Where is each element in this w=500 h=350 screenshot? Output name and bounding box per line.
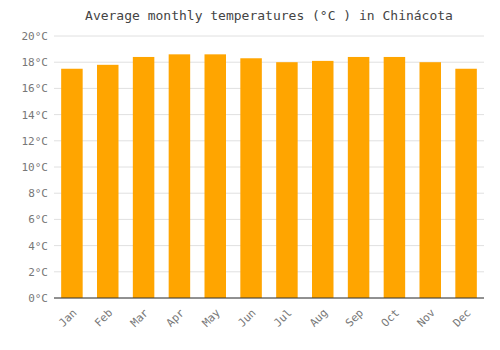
y-tick-label: 16°C xyxy=(22,82,49,95)
bar xyxy=(61,69,83,298)
x-tick-label: Jun xyxy=(235,306,258,329)
y-axis: 0°C 2°C 4°C 6°C 8°C 10°C 12°C 14°C 16°C 18°C 20°C xyxy=(22,30,49,305)
y-tick-label: 12°C xyxy=(22,135,49,148)
y-tick-label: 6°C xyxy=(28,213,48,226)
chart-container: Average monthly temperatures (°C ) in Ch… xyxy=(0,0,500,350)
chart: Average monthly temperatures (°C ) in Ch… xyxy=(0,0,500,350)
x-tick-label: Dec xyxy=(450,306,473,329)
x-tick-label: Nov xyxy=(415,306,439,330)
x-tick-label: Aug xyxy=(307,306,330,329)
bar xyxy=(348,57,370,298)
x-tick-label: Apr xyxy=(164,306,188,330)
x-tick-label: Jan xyxy=(56,306,79,329)
y-tick-label: 0°C xyxy=(28,292,48,305)
x-tick-label: Jul xyxy=(271,306,294,329)
x-tick-label: Oct xyxy=(379,306,402,329)
y-tick-label: 20°C xyxy=(22,30,49,43)
y-tick-label: 2°C xyxy=(28,266,48,279)
x-tick-label: Mar xyxy=(128,306,152,330)
bar xyxy=(169,54,191,298)
bar xyxy=(276,62,298,298)
bars xyxy=(61,54,477,298)
bar xyxy=(205,54,227,298)
bar xyxy=(240,58,261,298)
bar xyxy=(420,62,442,298)
y-tick-label: 4°C xyxy=(28,240,48,253)
bar xyxy=(312,61,334,298)
y-grid xyxy=(54,36,484,298)
x-tick-label: May xyxy=(200,306,224,330)
y-tick-label: 14°C xyxy=(22,109,49,122)
y-tick-label: 18°C xyxy=(22,56,49,69)
x-tick-label: Sep xyxy=(343,306,366,329)
grid-line xyxy=(54,36,484,37)
bar xyxy=(455,69,477,298)
grid-line xyxy=(54,298,484,299)
x-tick-label: Feb xyxy=(92,306,115,329)
bar xyxy=(133,57,155,298)
x-axis-line xyxy=(54,298,484,299)
y-tick-label: 10°C xyxy=(22,161,49,174)
bar xyxy=(97,65,119,298)
bar xyxy=(384,57,406,298)
x-axis: Jan Feb Mar Apr May Jun Jul Aug Sep Oct Nov Dec xyxy=(56,306,473,330)
y-tick-label: 8°C xyxy=(28,187,48,200)
title: Average monthly temperatures (°C ) in Ch… xyxy=(85,8,453,23)
